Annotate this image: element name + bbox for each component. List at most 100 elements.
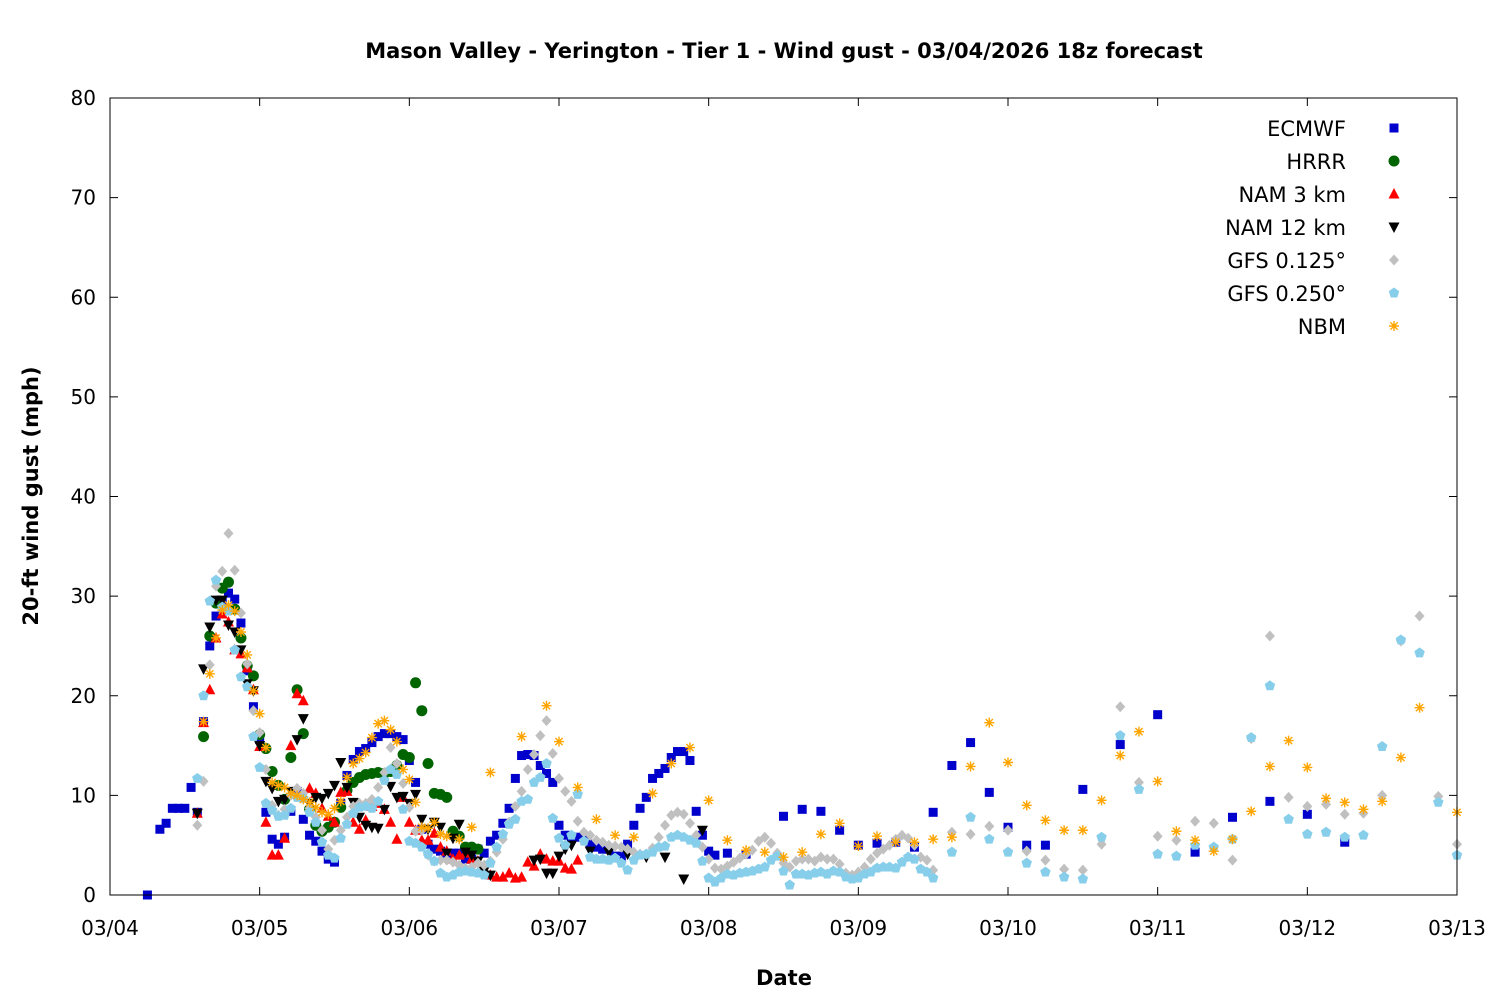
data-point (322, 788, 334, 800)
data-point (516, 731, 527, 742)
data-point (1227, 854, 1238, 866)
data-point (947, 760, 957, 770)
data-point (1078, 784, 1088, 794)
x-axis-title: Date (756, 966, 812, 990)
data-point (391, 768, 403, 779)
data-point (554, 736, 564, 747)
data-point (822, 853, 833, 865)
data-point (317, 824, 328, 836)
data-point (1376, 741, 1388, 752)
data-point (272, 796, 284, 808)
data-point (429, 855, 440, 866)
data-point (890, 837, 901, 848)
data-point (903, 832, 914, 844)
data-point (379, 774, 390, 785)
data-point (629, 820, 639, 830)
data-point (1414, 647, 1425, 658)
data-point (217, 565, 228, 577)
data-point (504, 803, 514, 813)
data-point (236, 618, 246, 628)
data-point (247, 670, 259, 682)
data-point (204, 683, 216, 695)
data-point (565, 863, 577, 874)
data-point (616, 857, 627, 868)
data-point (660, 763, 670, 773)
data-point (261, 807, 271, 817)
data-point (1395, 634, 1407, 645)
data-point (547, 868, 559, 880)
data-point (1115, 750, 1126, 761)
data-point (298, 814, 308, 824)
data-point (329, 803, 340, 814)
data-point (1358, 829, 1369, 840)
data-point (1096, 795, 1107, 806)
data-point (391, 833, 403, 844)
data-point (235, 607, 246, 619)
data-point (685, 756, 695, 766)
data-point (578, 835, 590, 846)
data-point (398, 764, 409, 775)
data-point (180, 803, 190, 813)
data-point (853, 841, 864, 852)
data-point (398, 777, 409, 789)
y-tick-label: 50 (71, 385, 96, 409)
data-point (348, 758, 359, 769)
data-point (279, 794, 291, 806)
data-point (1003, 757, 1013, 768)
legend-marker (1389, 254, 1399, 266)
data-point (766, 837, 777, 849)
data-point (1133, 783, 1145, 794)
x-tick-label: 03/10 (979, 916, 1037, 940)
data-point (254, 761, 265, 772)
data-point (1228, 812, 1237, 822)
data-point (485, 836, 495, 846)
data-point (341, 818, 353, 829)
data-point (1227, 834, 1238, 845)
data-point (497, 871, 509, 882)
data-point (304, 782, 316, 793)
data-point (560, 830, 570, 840)
data-point (541, 758, 552, 768)
data-point (366, 732, 377, 743)
data-point (378, 804, 390, 816)
data-point (710, 850, 720, 860)
data-point (485, 767, 496, 778)
data-point (797, 804, 807, 814)
data-point (1152, 848, 1163, 859)
data-point (529, 749, 540, 761)
data-point (516, 871, 528, 882)
data-point (292, 790, 303, 801)
data-point (1115, 730, 1126, 741)
data-point (1339, 831, 1350, 842)
data-point (291, 735, 303, 746)
data-point (834, 818, 845, 829)
data-point (603, 839, 614, 851)
data-point (566, 795, 577, 807)
data-point (722, 848, 732, 858)
data-point (273, 839, 283, 849)
data-point (1377, 796, 1388, 807)
data-point (704, 846, 714, 856)
data-point (229, 606, 240, 617)
data-point (628, 832, 639, 843)
data-point (1302, 828, 1313, 839)
data-point (1058, 871, 1070, 882)
data-point (691, 806, 701, 816)
data-point (235, 671, 247, 682)
data-point (204, 622, 216, 634)
y-tick-label: 0 (83, 883, 96, 907)
data-point (372, 823, 384, 835)
data-point (834, 858, 845, 870)
data-point (927, 872, 939, 883)
data-point (1022, 840, 1032, 850)
data-point (391, 736, 402, 747)
data-point (229, 644, 240, 655)
data-point (416, 841, 428, 852)
data-point (222, 576, 234, 588)
data-point (353, 823, 365, 834)
data-point (610, 830, 621, 841)
data-point (292, 782, 303, 794)
data-point (984, 717, 995, 728)
data-point (503, 867, 515, 878)
legend-marker (1388, 188, 1400, 199)
